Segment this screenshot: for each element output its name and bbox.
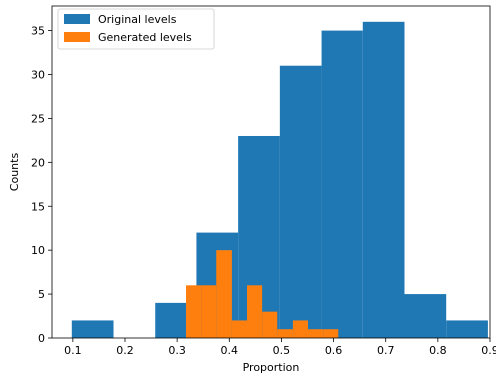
generated-bar-7 — [292, 320, 309, 338]
x-axis-label: Proportion — [243, 361, 300, 374]
legend-label-generated: Generated levels — [98, 31, 192, 44]
plot-frame — [51, 5, 491, 339]
original-bar-8 — [404, 294, 447, 338]
generated-bar-9 — [323, 329, 339, 338]
original-bar-5 — [279, 65, 322, 338]
legend: Original levels Generated levels — [57, 8, 215, 50]
x-tick-label: 0.2 — [116, 344, 134, 357]
original-bar-0 — [71, 320, 114, 338]
y-tick-label: 30 — [31, 69, 45, 82]
generated-bar-1 — [201, 285, 217, 338]
x-tick-label: 0.8 — [429, 344, 447, 357]
x-tick-label: 0.7 — [377, 344, 395, 357]
generated-bar-8 — [308, 329, 324, 338]
original-bar-6 — [321, 30, 363, 339]
original-levels-bars — [71, 21, 488, 339]
y-axis-label: Counts — [8, 153, 21, 192]
x-axis-ticks: 0.1 0.2 0.3 0.4 0.5 0.6 0.7 0.8 0.9 — [64, 338, 496, 357]
generated-bar-6 — [277, 329, 293, 338]
y-tick-label: 35 — [31, 25, 45, 38]
original-bar-9 — [446, 320, 488, 338]
y-tick-label: 20 — [31, 156, 45, 169]
x-tick-label: 0.6 — [325, 344, 343, 357]
generated-bar-3 — [231, 320, 248, 338]
legend-label-original: Original levels — [98, 13, 177, 26]
x-tick-label: 0.3 — [168, 344, 186, 357]
generated-bar-4 — [247, 285, 263, 338]
generated-bar-2 — [216, 250, 232, 338]
x-tick-label: 0.4 — [221, 344, 239, 357]
generated-bar-0 — [186, 285, 202, 338]
legend-box — [57, 8, 215, 50]
y-axis-ticks: 0 5 10 15 20 25 30 35 — [31, 25, 52, 345]
y-tick-label: 25 — [31, 112, 45, 125]
x-tick-label: 0.5 — [273, 344, 291, 357]
original-bar-7 — [362, 21, 405, 339]
y-tick-label: 10 — [31, 244, 45, 257]
generated-levels-bars — [186, 250, 339, 338]
x-tick-label: 0.1 — [64, 344, 82, 357]
y-tick-label: 0 — [38, 332, 45, 345]
y-tick-label: 15 — [31, 200, 45, 213]
x-tick-label: 0.9 — [481, 344, 496, 357]
legend-swatch-generated — [64, 32, 90, 42]
y-tick-label: 5 — [38, 288, 45, 301]
legend-swatch-original — [64, 14, 90, 24]
generated-bar-5 — [262, 311, 278, 338]
